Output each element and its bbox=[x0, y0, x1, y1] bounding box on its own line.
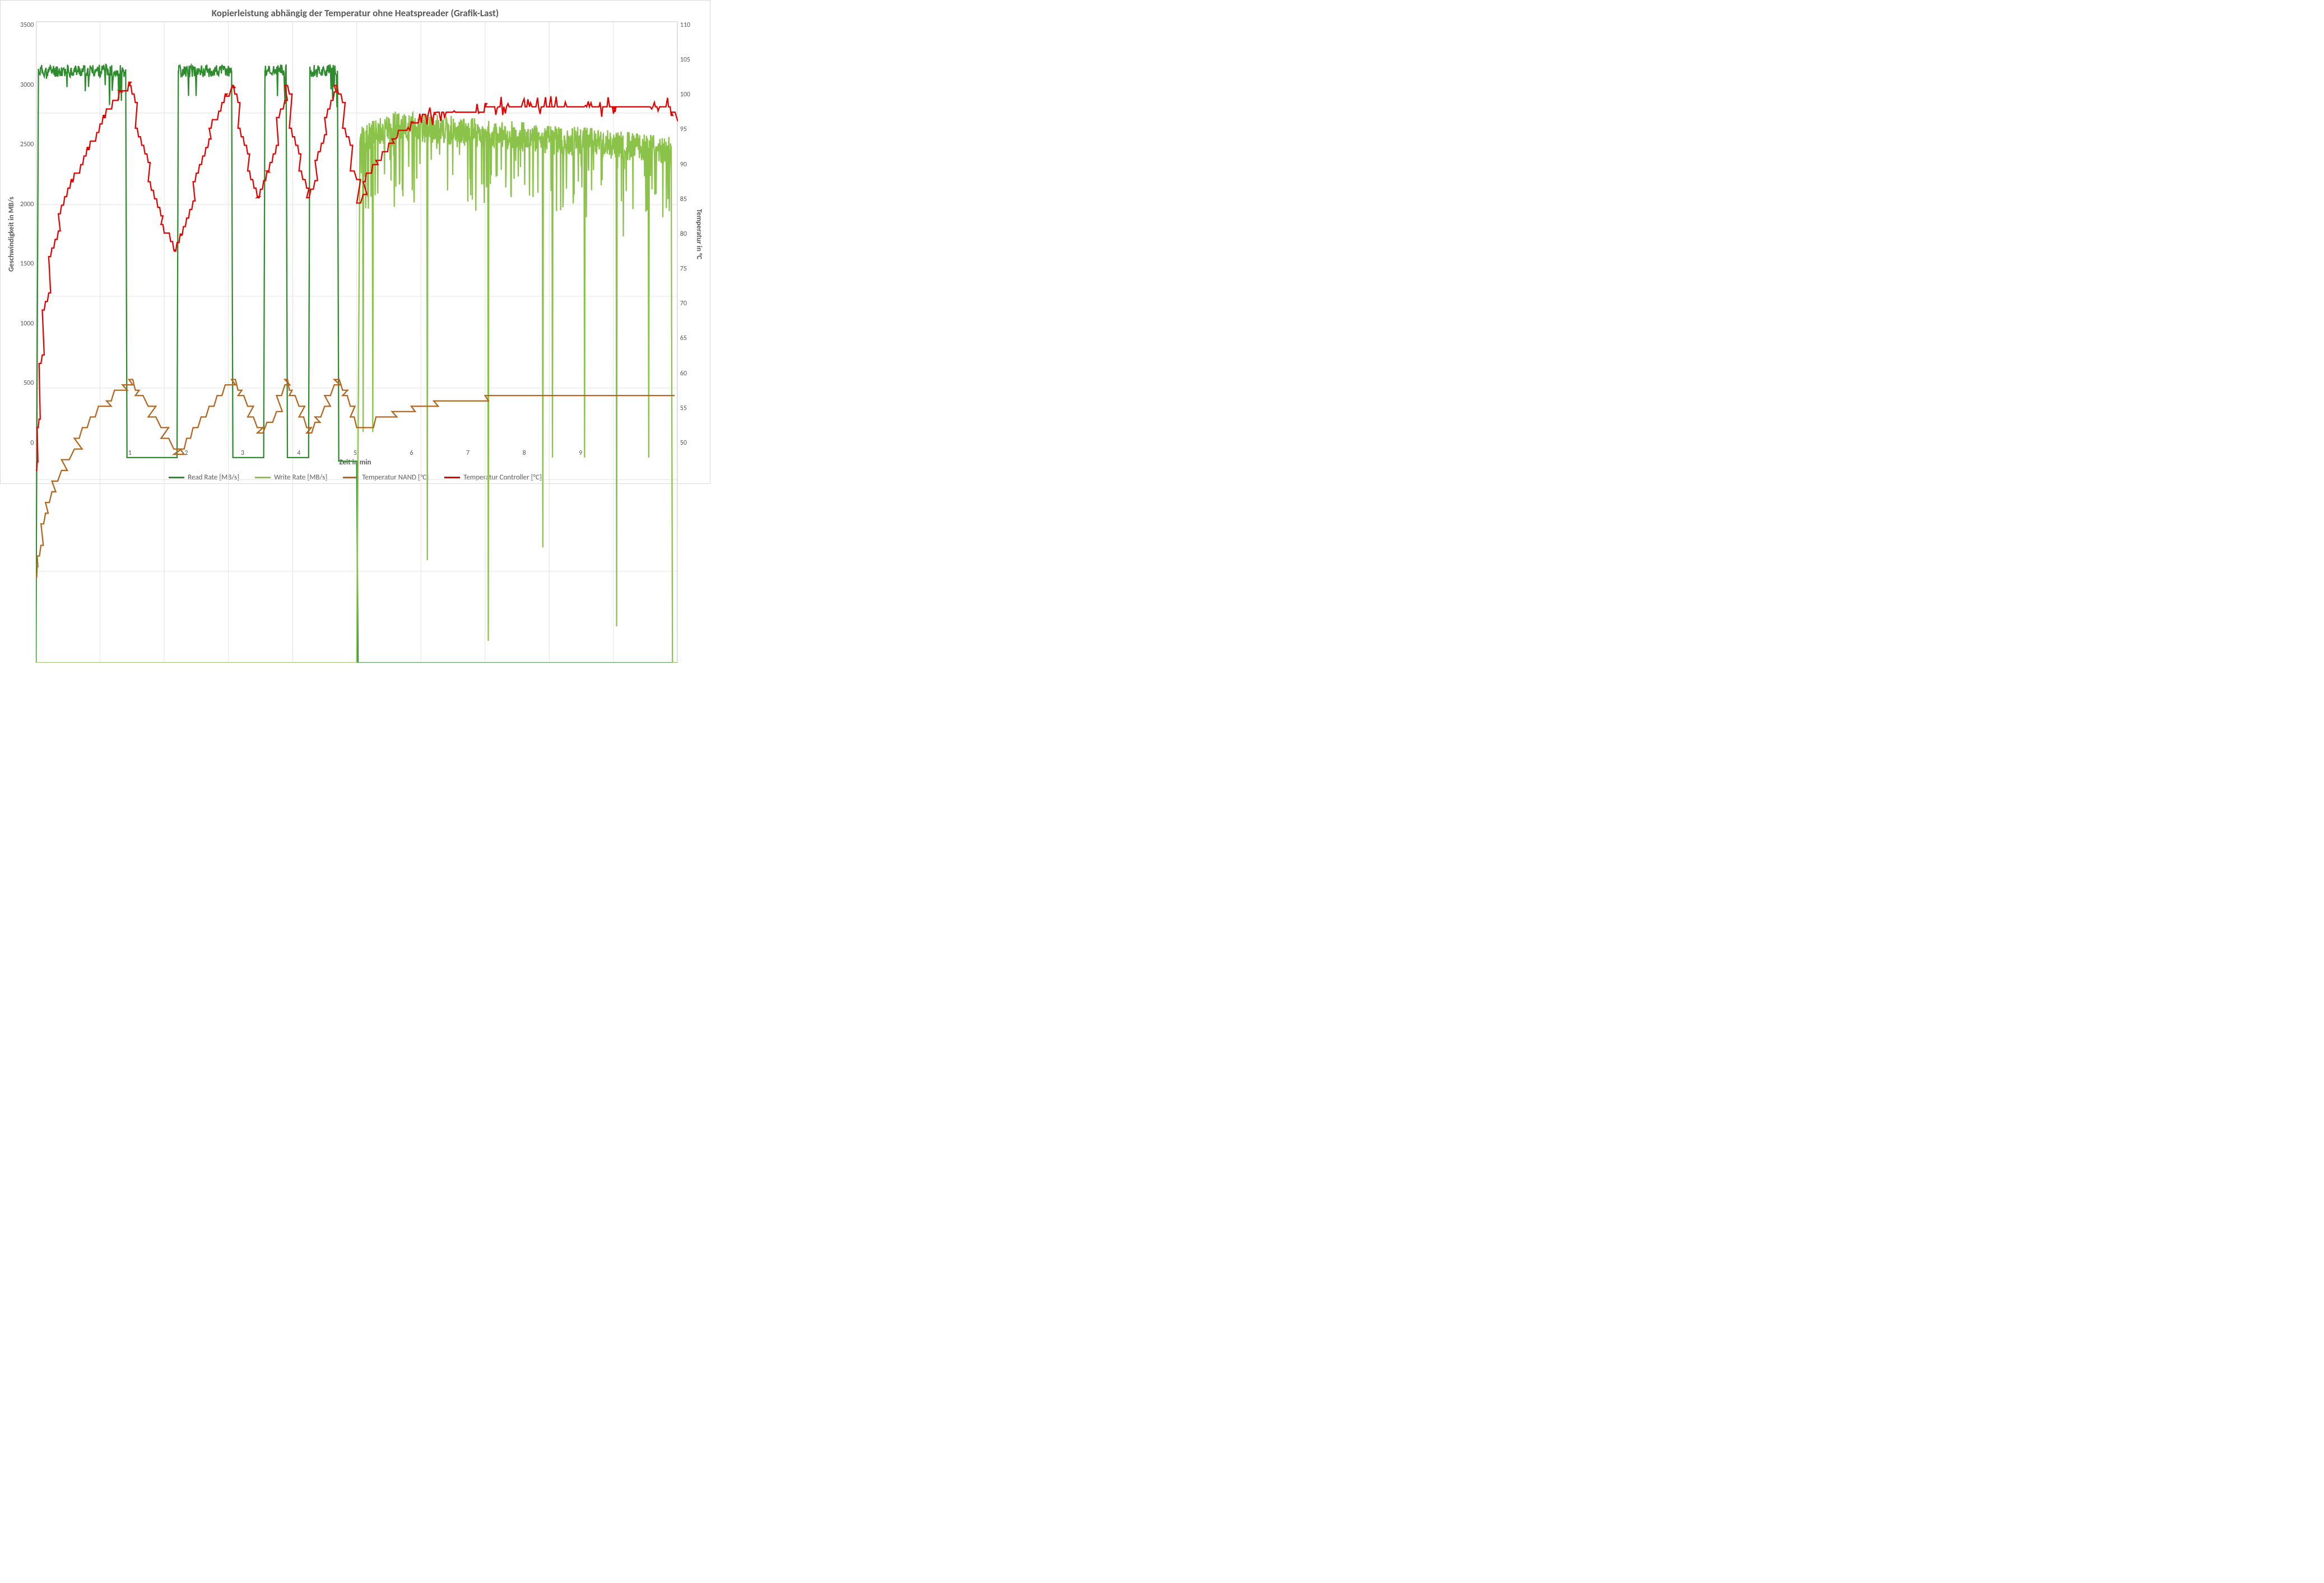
plot-row: Geschwindigkeit in MB/s 3500300025002000… bbox=[5, 21, 705, 447]
y-axis-left-ticks: 3500300025002000150010005000 bbox=[18, 21, 36, 447]
y-axis-right-ticks: 11010510095908580757065605550 bbox=[678, 21, 692, 447]
chart-title: Kopierleistung abhängig der Temperatur o… bbox=[5, 7, 705, 19]
y-axis-right-label: Temperatur in °C bbox=[692, 21, 705, 447]
chart-container: Kopierleistung abhängig der Temperatur o… bbox=[0, 0, 710, 484]
plot-svg bbox=[36, 21, 677, 663]
series-temp-nand bbox=[36, 379, 675, 577]
y-axis-left-label: Geschwindigkeit in MB/s bbox=[5, 21, 18, 447]
plot-area bbox=[36, 21, 677, 447]
